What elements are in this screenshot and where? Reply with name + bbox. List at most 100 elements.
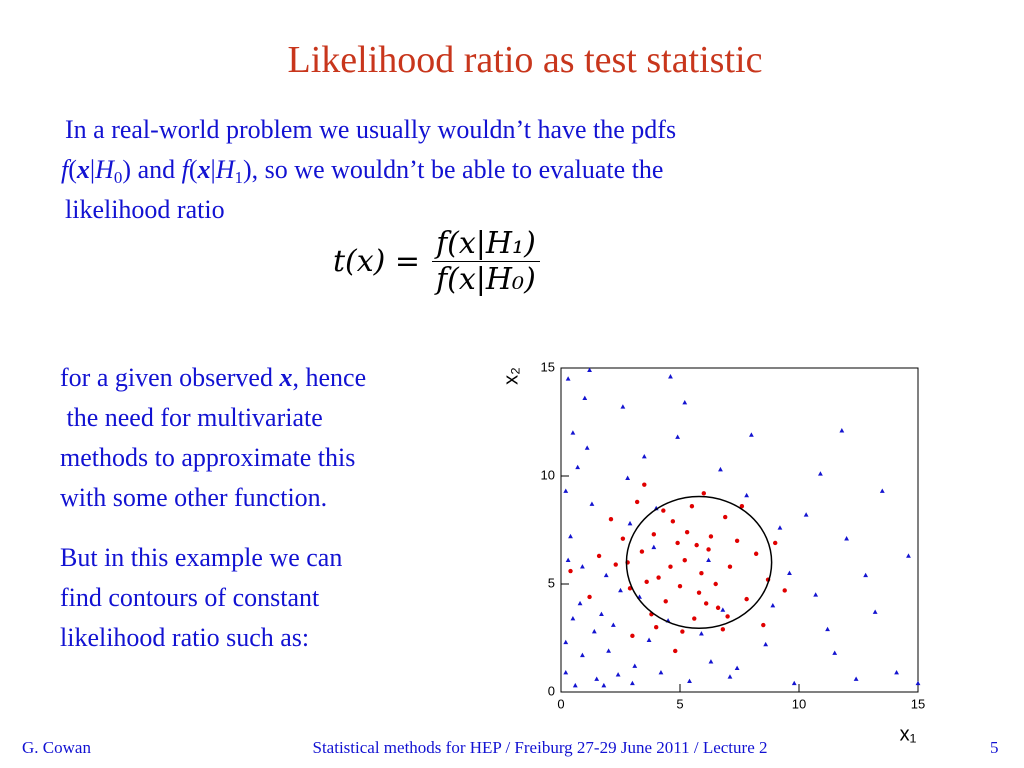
triangle-point	[594, 676, 600, 681]
triangle-point	[906, 553, 911, 558]
y-tick-label: 15	[541, 359, 555, 374]
triangle-point	[591, 628, 597, 634]
y-tick-label: 10	[541, 467, 555, 482]
scatter-chart: x₂ x₁ 0 5 10 15 0 5 10 15	[500, 359, 925, 745]
circle-point	[706, 547, 711, 552]
circle-point	[654, 625, 659, 630]
circle-point	[677, 583, 683, 589]
triangle-point	[582, 395, 588, 401]
triangle-point	[641, 453, 647, 459]
triangle-point	[894, 669, 899, 675]
text: for a given observed	[60, 363, 280, 392]
circle-point	[673, 648, 678, 654]
triangle-point	[618, 587, 623, 593]
text: likelihood ratio	[65, 195, 225, 224]
triangle-point	[844, 536, 849, 541]
triangle-point	[744, 492, 750, 498]
circle-point	[720, 627, 726, 632]
triangle-point	[632, 663, 638, 668]
text: , hence	[292, 363, 367, 392]
triangle-point	[572, 682, 578, 688]
triangle-point	[787, 570, 792, 575]
circle-point	[661, 508, 666, 513]
x-tick-label: 5	[676, 696, 683, 711]
text: ) and	[122, 155, 182, 184]
circle-point	[656, 575, 661, 580]
triangle-point	[565, 376, 571, 381]
circle-point	[739, 504, 745, 509]
triangle-point	[587, 367, 592, 372]
triangle-point	[832, 650, 838, 655]
slide-title: Likelihood ratio as test statistic	[287, 39, 763, 81]
triangle-point	[777, 525, 783, 530]
triangle-point	[718, 466, 723, 472]
triangle-point	[646, 637, 652, 642]
circle-point	[699, 571, 704, 576]
text: (	[188, 155, 198, 184]
intro-text: In a real-world problem we usually would…	[61, 110, 677, 230]
triangle-point	[839, 428, 845, 433]
footer-center: Statistical methods for HEP / Freiburg 2…	[312, 738, 768, 757]
text: x	[197, 155, 211, 184]
circle-point	[644, 579, 649, 585]
triangle-point	[791, 680, 797, 686]
circle-point	[642, 482, 647, 487]
circle-point	[723, 514, 728, 520]
circle-point	[744, 596, 749, 602]
triangle-point	[610, 622, 616, 627]
formula-denominator: f(x|H₀)	[436, 262, 536, 297]
y-tick-label: 5	[548, 575, 555, 590]
circle-point	[651, 532, 657, 537]
circle-point	[668, 564, 673, 569]
triangle-point	[580, 652, 585, 658]
triangle-point	[853, 676, 859, 681]
x-axis-label: x₁	[900, 723, 917, 745]
circle-point	[596, 553, 602, 559]
circle-point	[753, 551, 759, 556]
circle-point	[734, 538, 740, 543]
circle-point	[703, 601, 709, 606]
triangle-point	[818, 471, 823, 476]
text: (	[68, 155, 77, 184]
triangle-point	[584, 445, 590, 450]
circle-point	[670, 519, 676, 524]
text: x	[76, 155, 90, 184]
triangle-point	[687, 678, 692, 683]
triangle-point	[568, 533, 573, 539]
triangle-point	[763, 641, 769, 647]
triangle-point	[675, 434, 681, 439]
triangle-point	[615, 672, 621, 677]
triangle-point	[599, 611, 604, 617]
triangle-point	[879, 488, 885, 493]
triangle-point	[699, 631, 704, 636]
triangle-point	[627, 520, 633, 526]
y-tick-label: 0	[548, 683, 555, 698]
triangle-point	[727, 674, 733, 679]
triangle-point	[563, 639, 569, 645]
text: x	[279, 363, 293, 392]
page-number: 5	[990, 738, 999, 757]
triangle-point	[603, 572, 609, 578]
circle-point	[663, 599, 668, 604]
circle-point	[773, 540, 778, 546]
circle-point	[682, 558, 687, 563]
circle-point	[630, 633, 635, 639]
circle-point	[701, 491, 706, 496]
triangle-point	[620, 404, 626, 409]
circle-point	[639, 549, 645, 554]
triangle-point	[658, 669, 664, 675]
triangle-point	[682, 399, 688, 405]
triangle-point	[577, 600, 583, 606]
text: In a real-world problem we usually would…	[65, 115, 677, 144]
x-tick-label: 10	[792, 696, 806, 711]
circle-point	[696, 590, 702, 595]
text: methods to approximate this	[60, 443, 356, 472]
circle-point	[675, 540, 680, 546]
text: likelihood ratio such as:	[60, 623, 310, 652]
contour	[625, 495, 773, 630]
text: the need for multivariate	[60, 403, 323, 432]
text: 1	[234, 168, 244, 187]
triangle-point	[668, 374, 673, 379]
footer-author: G. Cowan	[22, 738, 91, 757]
